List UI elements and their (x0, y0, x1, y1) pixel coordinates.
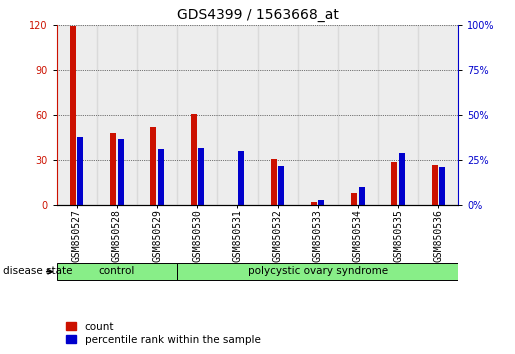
Bar (439, 167, 445, 205)
Bar (238, 151, 244, 205)
Text: polycystic ovary syndrome: polycystic ovary syndrome (248, 266, 388, 276)
Title: GDS4399 / 1563668_at: GDS4399 / 1563668_at (177, 8, 338, 22)
Bar (351, 193, 357, 205)
Bar (117, 138, 124, 205)
Bar (258, 25, 298, 205)
Bar (177, 263, 458, 280)
Bar (191, 114, 197, 205)
Bar (311, 202, 317, 205)
Bar (158, 149, 164, 205)
Text: disease state: disease state (3, 266, 72, 276)
Bar (57, 263, 177, 280)
Bar (318, 200, 324, 205)
Bar (57, 25, 97, 205)
Bar (391, 162, 398, 205)
Bar (97, 25, 137, 205)
Bar (137, 25, 177, 205)
Text: control: control (99, 266, 135, 276)
Bar (198, 148, 204, 205)
Bar (271, 159, 277, 205)
Bar (298, 25, 338, 205)
Bar (217, 25, 258, 205)
Bar (77, 137, 83, 205)
Bar (338, 25, 378, 205)
Bar (278, 166, 284, 205)
Bar (378, 25, 418, 205)
Bar (177, 25, 217, 205)
Bar (70, 26, 76, 205)
Bar (358, 187, 365, 205)
Bar (399, 153, 405, 205)
Bar (418, 25, 458, 205)
Bar (110, 133, 116, 205)
Bar (150, 127, 157, 205)
Legend: count, percentile rank within the sample: count, percentile rank within the sample (62, 317, 265, 349)
Bar (432, 165, 438, 205)
